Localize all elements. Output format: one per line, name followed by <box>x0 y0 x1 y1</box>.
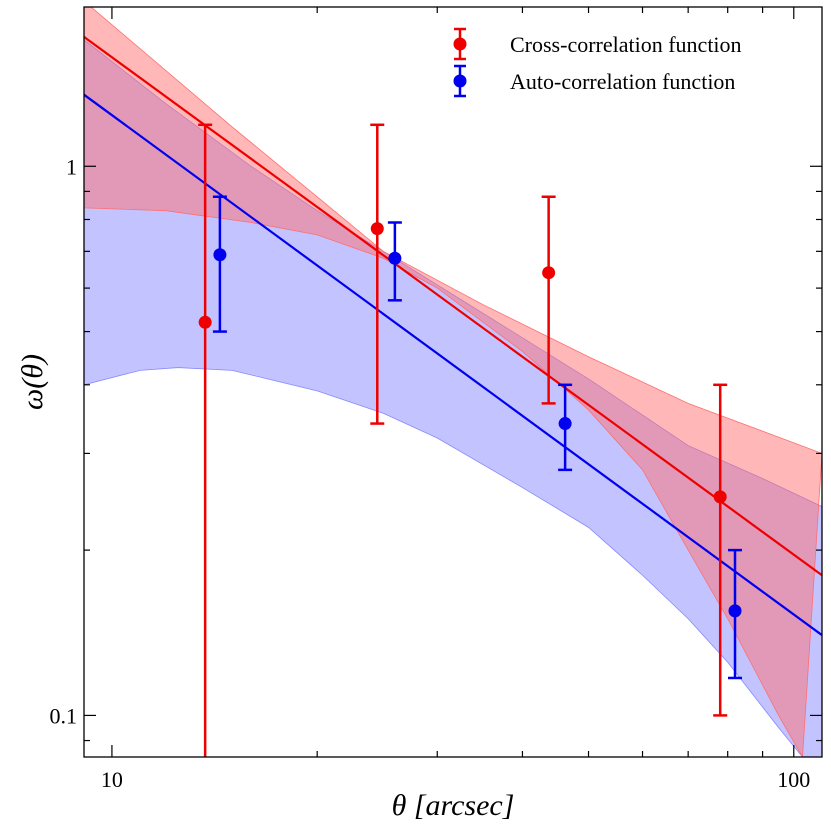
cross-point-2 <box>370 222 384 236</box>
x-axis-label: θ [arcsec] <box>392 789 515 822</box>
x-tick-label-1: 10 <box>101 767 123 792</box>
error-bars <box>198 123 743 757</box>
legend-auto-marker <box>453 74 467 88</box>
legend-cross-marker <box>453 37 467 51</box>
auto-fit-line <box>84 93 822 637</box>
legend: Cross-correlation function Auto-correlati… <box>453 27 742 98</box>
data-points <box>198 222 742 618</box>
y-tick-label-1: 1 <box>66 154 77 179</box>
cross-fit-line <box>84 36 822 577</box>
cross-point-4 <box>713 490 727 504</box>
cross-point-1 <box>198 315 212 329</box>
x-tick-label-2: 100 <box>777 767 810 792</box>
tick-labels: 10 100 1 0.1 <box>50 154 811 792</box>
confidence-bands <box>84 7 822 757</box>
legend-cross-label: Cross-correlation function <box>510 32 742 57</box>
plot-frame <box>83 6 823 758</box>
auto-point-1 <box>213 248 227 262</box>
cross-point-3 <box>542 266 556 280</box>
legend-auto-label: Auto-correlation function <box>510 69 735 94</box>
auto-point-3 <box>558 417 572 431</box>
y-tick-label-2: 0.1 <box>50 703 78 728</box>
cross-confidence-band <box>84 7 822 757</box>
auto-point-2 <box>388 251 402 265</box>
fit-lines <box>84 36 822 637</box>
axis-ticks <box>84 7 822 757</box>
auto-point-4 <box>728 604 742 618</box>
y-axis-label: ω(θ) <box>16 354 49 410</box>
